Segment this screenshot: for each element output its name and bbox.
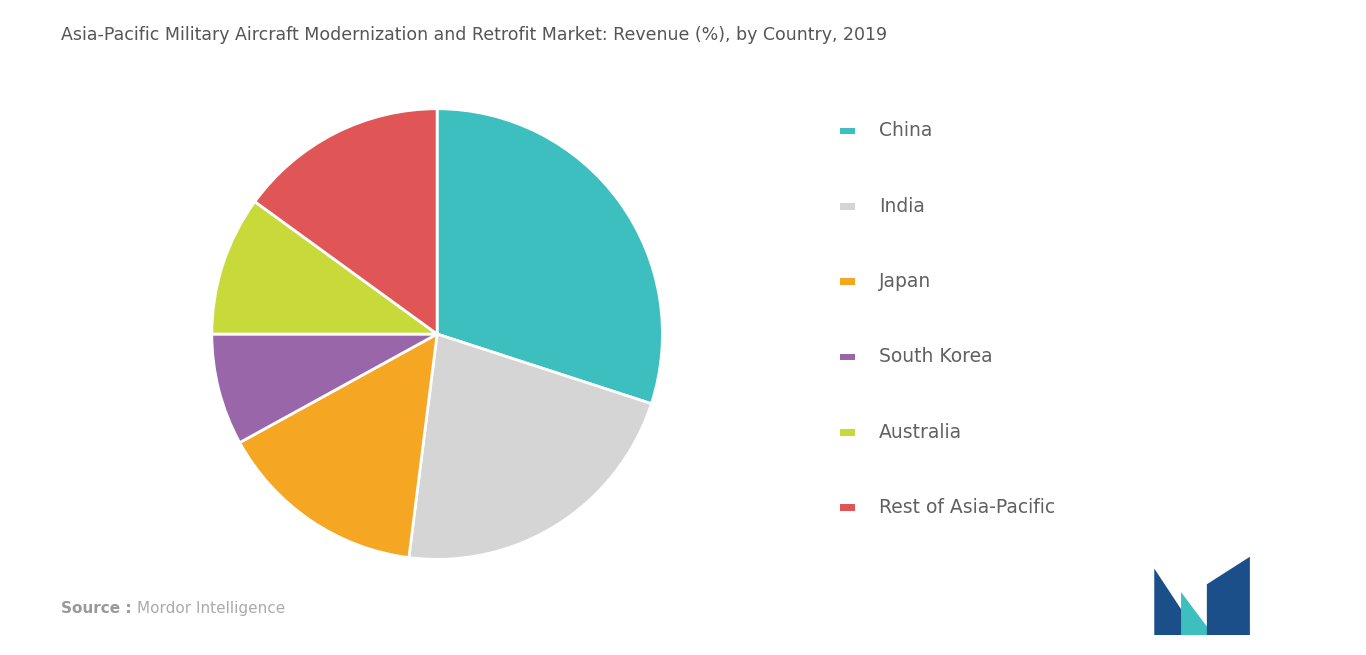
Text: Rest of Asia-Pacific: Rest of Asia-Pacific	[880, 498, 1055, 517]
Text: Japan: Japan	[880, 272, 932, 291]
Text: Asia-Pacific Military Aircraft Modernization and Retrofit Market: Revenue (%), b: Asia-Pacific Military Aircraft Moderniza…	[61, 26, 888, 44]
Text: India: India	[880, 196, 925, 216]
Wedge shape	[437, 109, 663, 403]
Wedge shape	[212, 334, 437, 443]
Text: China: China	[880, 121, 933, 141]
Text: South Korea: South Korea	[880, 347, 993, 367]
Polygon shape	[1208, 557, 1250, 635]
Text: Mordor Intelligence: Mordor Intelligence	[137, 601, 285, 616]
Wedge shape	[212, 202, 437, 334]
Polygon shape	[1154, 569, 1191, 635]
Wedge shape	[239, 334, 437, 557]
Wedge shape	[255, 109, 437, 334]
Text: Australia: Australia	[880, 422, 962, 442]
Polygon shape	[1182, 592, 1213, 635]
Text: Source :: Source :	[61, 601, 133, 616]
Wedge shape	[408, 334, 652, 559]
